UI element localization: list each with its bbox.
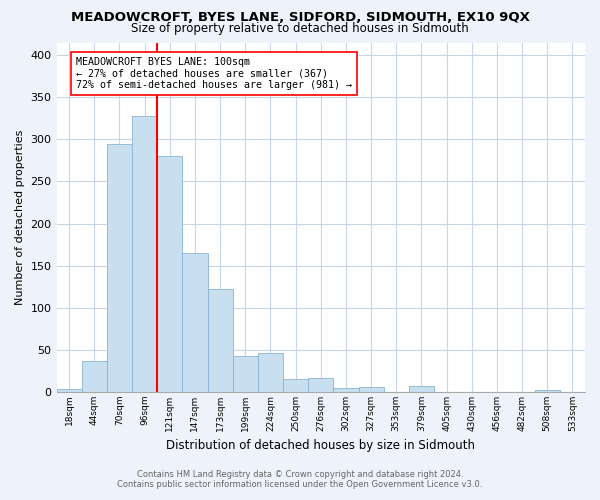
Bar <box>56 388 82 392</box>
Bar <box>107 144 132 392</box>
Text: Size of property relative to detached houses in Sidmouth: Size of property relative to detached ho… <box>131 22 469 35</box>
Text: Contains HM Land Registry data © Crown copyright and database right 2024.
Contai: Contains HM Land Registry data © Crown c… <box>118 470 482 489</box>
Bar <box>283 378 308 392</box>
Bar <box>208 290 233 392</box>
Bar <box>233 356 258 392</box>
Bar <box>132 116 157 392</box>
Bar <box>157 156 182 392</box>
Bar <box>182 253 208 392</box>
Bar <box>258 354 283 392</box>
Bar <box>308 378 334 392</box>
X-axis label: Distribution of detached houses by size in Sidmouth: Distribution of detached houses by size … <box>166 440 475 452</box>
Y-axis label: Number of detached properties: Number of detached properties <box>15 130 25 305</box>
Bar <box>535 390 560 392</box>
Bar <box>409 386 434 392</box>
Text: MEADOWCROFT, BYES LANE, SIDFORD, SIDMOUTH, EX10 9QX: MEADOWCROFT, BYES LANE, SIDFORD, SIDMOUT… <box>71 11 529 24</box>
Bar <box>334 388 359 392</box>
Bar <box>359 387 383 392</box>
Text: MEADOWCROFT BYES LANE: 100sqm
← 27% of detached houses are smaller (367)
72% of : MEADOWCROFT BYES LANE: 100sqm ← 27% of d… <box>76 57 352 90</box>
Bar <box>82 361 107 392</box>
